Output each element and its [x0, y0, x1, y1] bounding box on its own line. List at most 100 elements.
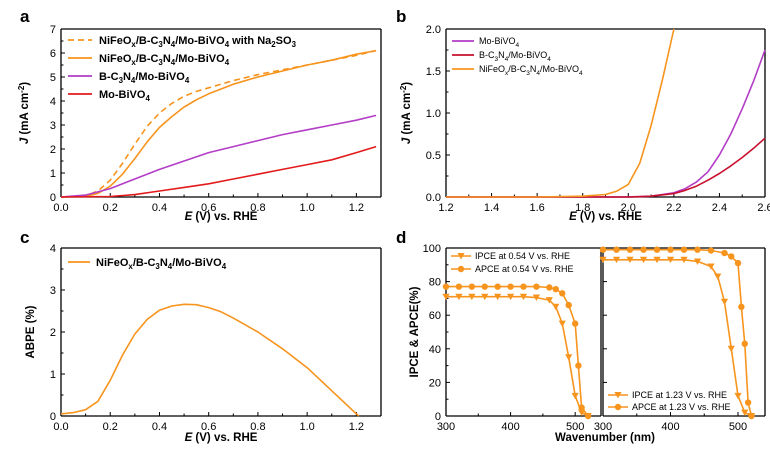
- panel-db-series-1-point: [667, 246, 674, 253]
- panel-c-ytick-label: 2: [50, 327, 56, 339]
- panel-db-series-0-point: [639, 256, 648, 264]
- panel-a-x-axis-title: E (V) vs. RHE: [185, 211, 258, 223]
- panel-a-xtick-label: 0.8: [250, 202, 265, 214]
- panel-da-series-1-point: [552, 285, 559, 293]
- panel-da-series-0-point: [519, 293, 528, 301]
- panel-b-ytick-label: 1.0: [426, 108, 441, 120]
- panel-c-xtick-label: 0.0: [53, 421, 68, 433]
- panel-da-series-0-point: [468, 293, 476, 301]
- panel-da-ytick-label: 20: [429, 377, 441, 389]
- panel-db-series-1-point: [744, 399, 752, 406]
- panel-c-ytick-label: 0: [50, 411, 56, 423]
- panel-da-series-1-point: [494, 283, 501, 290]
- chart-panel-b: b 1.2 1.4 1.6 1.8 2.0 2.2 2.4 2.6 0.0 0.5 1.0 1.5 2.0…: [396, 7, 770, 223]
- chart-panel-d: d 300 400 500 0 20 40 60 80 100 IPCE at 0.54 V vs.…: [396, 228, 766, 444]
- panel-a-y-axis-title: J (mA cm-2): [17, 82, 31, 144]
- panel-b-series-line-1: [446, 137, 766, 198]
- panel-db-legend-marker-1: [614, 403, 622, 411]
- panel-da-series-1-point: [507, 283, 514, 290]
- panel-b-legend-label-1: B-C3N4/Mo-BiVO4: [479, 50, 551, 63]
- panel-c-series-line-0: [60, 303, 360, 417]
- panel-a-ytick-label: 3: [50, 120, 56, 132]
- panel-a-panel-letter: a: [20, 7, 30, 26]
- panel-b-xtick-label: 1.8: [575, 202, 590, 214]
- panel-a-ytick-label: 1: [50, 168, 56, 180]
- panel-da-series-1-point: [546, 284, 553, 291]
- panel-db-series-0-point: [734, 392, 742, 400]
- panel-db-series-0-point: [720, 298, 729, 306]
- panel-c-xtick-label: 1.0: [300, 421, 315, 433]
- panel-da-ytick-label: 60: [429, 310, 441, 322]
- panel-c-y-axis-title: ABPE (%): [25, 305, 37, 358]
- panel-db-series-1-point: [748, 412, 755, 420]
- panel-a-series-line-2: [60, 114, 377, 198]
- panel-db-xtick-label: 500: [729, 421, 747, 433]
- panel-b-x-axis-title: E (V) vs. RHE: [569, 211, 642, 223]
- panel-c-xtick-label: 0.6: [201, 421, 216, 433]
- panel-b-xtick-label: 1.6: [529, 202, 544, 214]
- panel-db-series-1-point: [728, 253, 735, 260]
- panel-a-xtick-label: 1.0: [300, 202, 315, 214]
- panel-db-series-1-point: [707, 247, 715, 254]
- panel-da-xtick-label: 500: [566, 421, 584, 433]
- panel-da-xtick-label: 300: [437, 421, 455, 433]
- panel-db-legend-label-0: IPCE at 1.23 V vs. RHE: [632, 390, 727, 400]
- panel-c-xtick-label: 1.2: [349, 421, 364, 433]
- panel-a-legend-label-3: Mo-BiVO4: [99, 89, 150, 103]
- panel-da-legend-marker-1: [457, 265, 465, 273]
- panel-db-series-1-point: [680, 246, 688, 253]
- panel-da-series-0-point: [442, 293, 450, 301]
- panel-d-x-axis-title: Wavenumber (nm): [555, 432, 655, 444]
- panel-a-legend-label-0: NiFeOx/B-C3N4/Mo-BiVO4 with Na2SO3: [99, 35, 297, 49]
- panel-da-legend-label-0: IPCE at 0.54 V vs. RHE: [475, 251, 570, 261]
- panel-c-xtick-label: 0.2: [103, 421, 118, 433]
- panel-b-legend-label-0: Mo-BiVO4: [479, 36, 520, 49]
- panel-db-series-0-point: [680, 256, 688, 264]
- panel-da-series-1-point: [533, 283, 540, 290]
- panel-db-series-1-point: [653, 246, 661, 253]
- panel-da-series-1-point: [584, 412, 592, 420]
- panel-da-series-0-point: [532, 294, 541, 301]
- panel-da-series-0-point: [455, 293, 463, 301]
- panel-db-series-1-point: [721, 249, 728, 257]
- panel-db-series-1-point: [640, 246, 647, 253]
- panel-da-series-1-point: [559, 290, 566, 297]
- panel-da-series-0-point: [552, 303, 560, 311]
- panel-db-xtick-label: 400: [661, 421, 679, 433]
- panel-da-series-1-point: [455, 283, 463, 290]
- panel-da-subpanel: 300 400 500 0 20 40 60 80 100 IPCE at 0.54 V vs. …: [423, 243, 602, 433]
- panel-da-series-0-point: [545, 297, 553, 304]
- panel-c-panel-letter: c: [20, 228, 29, 247]
- chart-panel-a: a 0.0 0.2 0.4 0.6 0.8 1.0 1.2 0 1 2 3 4 5 6 7 E (V) vs. …: [17, 7, 382, 223]
- panel-da-ytick-label: 40: [429, 344, 441, 356]
- panel-b-xtick-label: 2.6: [757, 202, 770, 214]
- panel-da-series-1-point: [578, 404, 585, 411]
- panel-b-ytick-label: 1.5: [426, 66, 441, 78]
- chart-panel-c: c 0.0 0.2 0.4 0.6 0.8 1.0 1.2 0 1 2 3 4 E (V) vs. RHE…: [20, 228, 382, 444]
- panel-a-xtick-label: 0.6: [201, 202, 216, 214]
- panel-da-series-0-point: [494, 293, 502, 301]
- panel-da-series-0-point: [558, 320, 566, 327]
- panel-da-series-0-point: [481, 293, 489, 301]
- panel-db-series-0-point: [693, 258, 702, 265]
- panel-a-xtick-label: 0.2: [103, 202, 118, 214]
- panel-a-xtick-label: 0.0: [53, 202, 68, 214]
- panel-db-series-1-point: [626, 246, 634, 253]
- panel-a-ytick-label: 2: [50, 144, 56, 156]
- panel-da-series-0-point: [571, 392, 579, 400]
- panel-db-series-0-point: [599, 256, 607, 264]
- panel-c-ytick-label: 4: [50, 243, 56, 255]
- panel-da-series-0-point: [506, 293, 515, 301]
- panel-da-ytick-label: 80: [429, 277, 441, 289]
- panel-db-series-0-point: [626, 256, 634, 264]
- panel-b-ytick-label: 0.0: [426, 192, 441, 204]
- panel-db-series-1-point: [741, 340, 748, 347]
- panel-a-xtick-label: 0.4: [152, 202, 167, 214]
- panel-db-series-0-point: [727, 345, 735, 353]
- panel-da-series-1-point: [571, 320, 579, 327]
- panel-db-legend-label-1: APCE at 1.23 V vs. RHE: [632, 402, 731, 412]
- panel-da-legend-label-1: APCE at 0.54 V vs. RHE: [475, 264, 574, 274]
- panel-b-xtick-label: 1.4: [484, 202, 499, 214]
